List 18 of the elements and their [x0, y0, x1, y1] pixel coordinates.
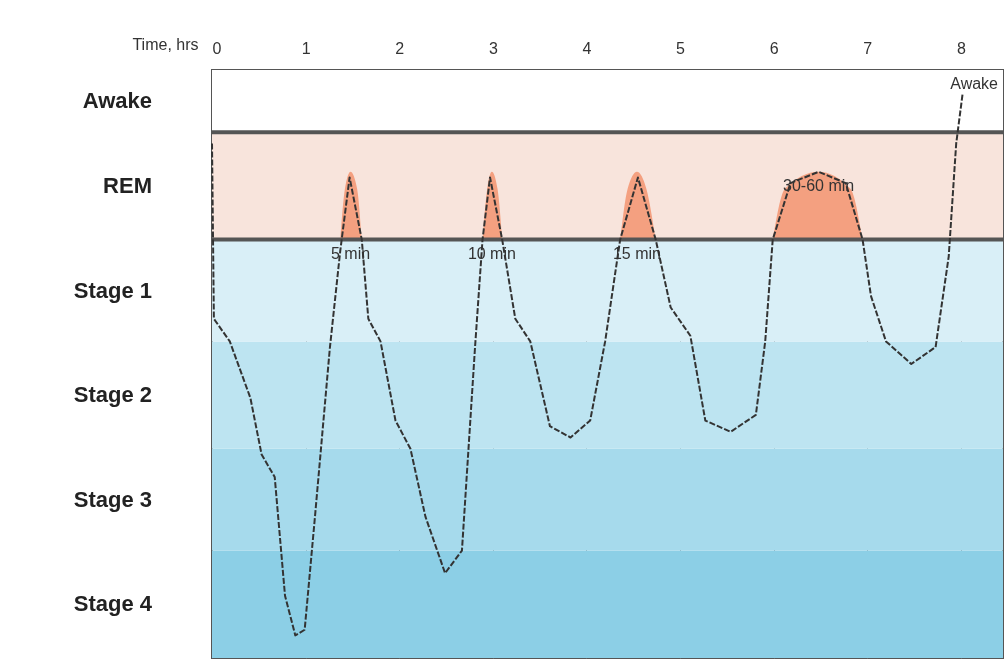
x-tick-label: 1	[301, 39, 311, 57]
x-tick-label: 0	[212, 39, 222, 57]
band-label: Awake	[82, 88, 152, 114]
annotation: 10 min	[467, 244, 516, 262]
x-tick-label: 5	[676, 39, 686, 57]
text: Awake	[950, 75, 999, 92]
x-tick-label: 6	[769, 39, 779, 57]
x-tick-label: 2	[395, 39, 405, 57]
x-tick-label: 3	[488, 39, 498, 57]
band-label: Stage 4	[73, 591, 153, 617]
x-tick-label: 7	[863, 39, 873, 57]
x-axis-title: Time, hrs	[132, 35, 199, 53]
band-label: Stage 1	[73, 277, 152, 303]
band-label: Stage 2	[73, 382, 152, 408]
band-label: REM	[103, 172, 152, 198]
x-tick-label: 4	[582, 39, 592, 57]
band-label: Stage 3	[73, 486, 152, 512]
x-tick-label: 8	[956, 39, 966, 57]
